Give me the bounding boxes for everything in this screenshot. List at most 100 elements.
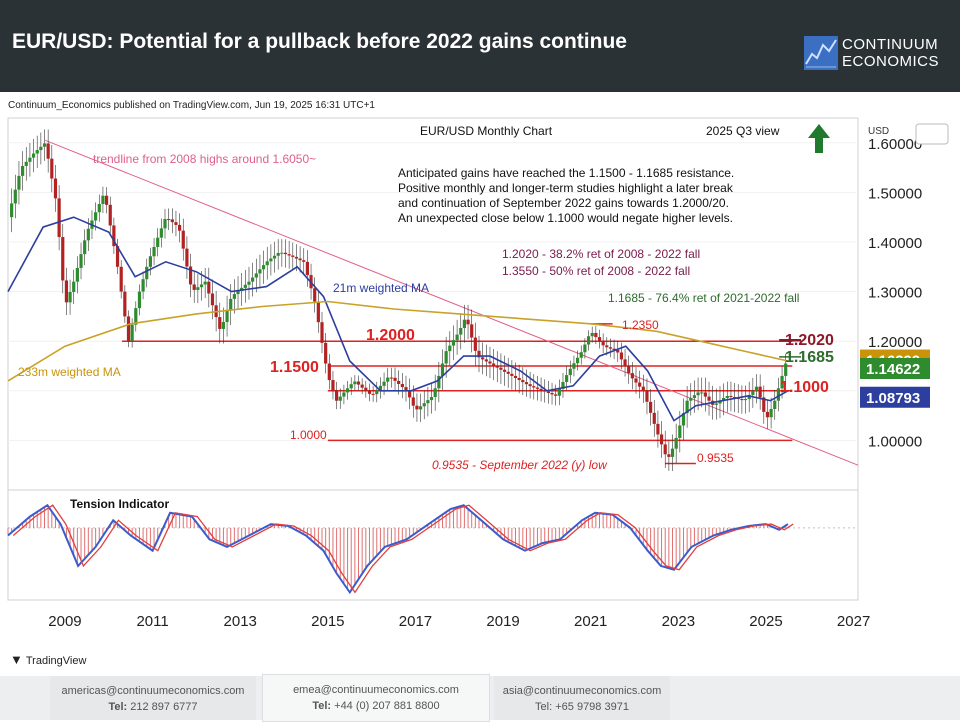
candle xyxy=(397,380,401,384)
logo-line1: CONTINUUM xyxy=(842,36,939,53)
ma21-label: 21m weighted MA xyxy=(333,281,429,295)
y-axis-unit: USD xyxy=(868,126,889,137)
candle xyxy=(714,403,718,405)
candle xyxy=(24,161,28,166)
candle xyxy=(700,392,704,394)
candle xyxy=(634,378,638,383)
candle xyxy=(561,381,565,389)
candle xyxy=(550,393,554,395)
candle xyxy=(378,385,383,390)
candle xyxy=(21,165,25,176)
y-tick-label: 1.40000 xyxy=(868,235,922,252)
settings-box[interactable] xyxy=(915,123,949,145)
footer-asia: asia@continuumeconomics.com Tel: +65 979… xyxy=(494,676,670,720)
candle xyxy=(104,195,109,205)
y-tick-label: 1.50000 xyxy=(868,185,922,202)
trendline-label: trendline from 2008 highs around 1.6050~ xyxy=(93,152,316,166)
price-badge-label: 1.08793 xyxy=(866,390,920,407)
candle xyxy=(225,310,229,323)
candle xyxy=(254,273,258,278)
footer: americas@continuumeconomics.com Tel: 212… xyxy=(0,674,960,722)
candle xyxy=(773,400,777,409)
candle xyxy=(108,204,112,226)
candle xyxy=(404,387,408,391)
candle xyxy=(426,400,430,404)
candle xyxy=(473,337,477,351)
candle xyxy=(400,383,404,388)
candle xyxy=(283,252,288,255)
tradingview-label: TradingView xyxy=(25,655,87,667)
emea-tel-value: +44 (0) 207 881 8800 xyxy=(334,700,440,712)
level-label-1.1000: 1.1000 xyxy=(780,379,829,396)
candle xyxy=(349,384,353,389)
candle xyxy=(64,280,69,303)
candle xyxy=(345,388,350,393)
candle xyxy=(389,377,393,379)
candle xyxy=(667,454,671,457)
emea-email[interactable]: emea@continuumeconomics.com xyxy=(293,684,459,696)
candle xyxy=(722,397,726,401)
candle xyxy=(221,322,226,329)
level-label-1.2000: 1.2000 xyxy=(366,327,415,344)
candle xyxy=(178,224,182,231)
candle xyxy=(251,277,255,282)
candle xyxy=(747,394,751,400)
candle xyxy=(638,382,642,387)
y-tick-label: 1.30000 xyxy=(868,285,922,302)
candle xyxy=(203,281,207,285)
candle xyxy=(689,397,693,401)
emea-tel: Tel: +44 (0) 207 881 8800 xyxy=(263,700,489,712)
candle xyxy=(199,284,204,288)
asia-email[interactable]: asia@continuumeconomics.com xyxy=(502,685,662,697)
candle xyxy=(261,265,266,270)
candle xyxy=(481,357,485,360)
candle xyxy=(152,246,156,257)
candle xyxy=(619,352,624,360)
candle xyxy=(156,237,160,247)
candle xyxy=(75,267,79,282)
chart-frame xyxy=(7,117,859,601)
report-header: EUR/USD: Potential for a pullback before… xyxy=(0,0,960,92)
candle xyxy=(674,437,678,449)
footer-americas: americas@continuumeconomics.com Tel: 212… xyxy=(50,676,256,720)
candle xyxy=(517,377,521,381)
candle xyxy=(335,390,339,401)
footer-emea: emea@continuumeconomics.com Tel: +44 (0)… xyxy=(262,674,490,722)
candle xyxy=(707,396,711,401)
candle xyxy=(762,397,766,412)
candle xyxy=(729,395,733,397)
candle xyxy=(718,400,722,404)
x-tick-label: 2013 xyxy=(224,613,257,630)
candle xyxy=(236,290,240,295)
level-label-1.1500: 1.1500 xyxy=(270,359,319,376)
americas-email[interactable]: americas@continuumeconomics.com xyxy=(61,685,245,697)
candle xyxy=(623,359,627,367)
candle xyxy=(780,375,784,389)
candle xyxy=(743,399,748,401)
candle xyxy=(10,203,14,218)
candle xyxy=(276,253,280,256)
candle xyxy=(736,398,740,400)
candle xyxy=(112,225,116,247)
published-note: Continuum_Economics published on Trading… xyxy=(8,100,375,111)
candle xyxy=(61,237,65,281)
candle xyxy=(320,322,324,343)
candle xyxy=(656,423,660,435)
candle xyxy=(455,334,459,341)
candle xyxy=(725,395,729,398)
low-label: 0.9535 - September 2022 (y) low xyxy=(432,458,608,472)
x-tick-label: 2027 xyxy=(837,613,870,630)
candle xyxy=(546,391,550,394)
candle xyxy=(46,143,50,159)
candle xyxy=(145,266,149,280)
candle xyxy=(659,434,664,445)
candle xyxy=(703,392,707,397)
candle xyxy=(433,388,437,397)
candle xyxy=(601,341,605,346)
candle xyxy=(298,258,302,261)
commentary-line-4: An unexpected close below 1.1000 would n… xyxy=(398,211,733,225)
y-tick-label: 1.00000 xyxy=(868,433,922,450)
candle xyxy=(163,219,167,229)
candle xyxy=(492,363,496,366)
candle xyxy=(641,386,645,391)
